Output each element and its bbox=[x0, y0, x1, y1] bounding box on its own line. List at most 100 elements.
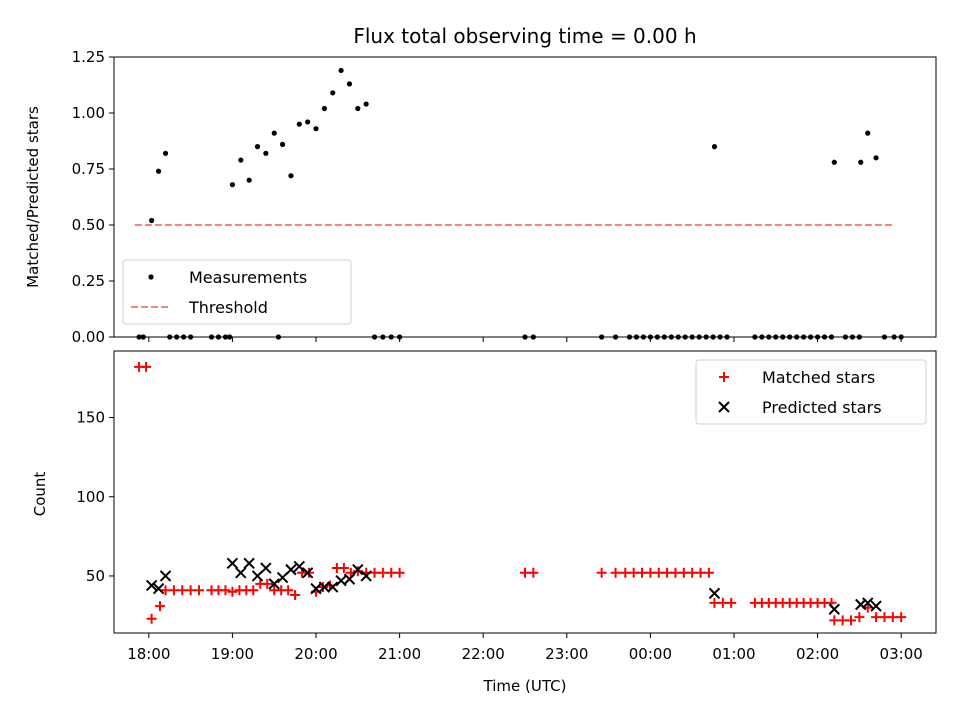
matched-star-point bbox=[248, 585, 259, 596]
matched-star-point bbox=[283, 585, 294, 596]
bottom-plot-frame bbox=[113, 350, 937, 634]
chart-title: Flux total observing time = 0.00 h bbox=[353, 24, 696, 48]
measurement-point bbox=[321, 105, 327, 112]
matched-star-point bbox=[146, 613, 157, 624]
predicted-star-point bbox=[268, 578, 280, 590]
top-plot-frame bbox=[113, 56, 937, 338]
legend-label: Predicted stars bbox=[762, 398, 882, 417]
measurement-point bbox=[238, 157, 244, 163]
top-legend: Measurements Threshold bbox=[122, 259, 352, 325]
matched-star-point bbox=[154, 601, 165, 612]
measurement-point bbox=[305, 119, 311, 125]
legend-label: Measurements bbox=[189, 268, 307, 287]
x-tick-label: 21:00 bbox=[378, 645, 421, 663]
measurement-point bbox=[363, 101, 369, 107]
x-tick-label: 03:00 bbox=[880, 645, 923, 663]
predicted-star-point bbox=[327, 581, 339, 593]
matched-star-point bbox=[193, 585, 204, 596]
measurement-point bbox=[229, 182, 236, 188]
predicted-star-point bbox=[159, 570, 172, 582]
measurement-point bbox=[355, 105, 361, 112]
matched-star-point bbox=[177, 585, 188, 596]
matched-star-point bbox=[394, 567, 405, 578]
predicted-star-point bbox=[293, 560, 306, 573]
predicted-star-point bbox=[343, 573, 356, 585]
matched-star-point bbox=[717, 597, 728, 608]
matched-star-point bbox=[628, 567, 639, 578]
measurement-point bbox=[254, 144, 261, 150]
matched-star-point bbox=[610, 567, 621, 578]
matched-star-point bbox=[386, 567, 397, 578]
matched-star-point bbox=[854, 612, 865, 623]
predicted-star-point bbox=[301, 567, 314, 579]
matched-star-point bbox=[709, 597, 720, 608]
measurement-point bbox=[279, 141, 286, 147]
predicted-star-point bbox=[285, 563, 297, 576]
matched-star-point bbox=[262, 578, 273, 589]
x-tick-label: 18:00 bbox=[127, 645, 170, 663]
matched-star-point bbox=[703, 567, 714, 578]
matched-star-point bbox=[168, 585, 179, 596]
matched-star-point bbox=[678, 567, 689, 578]
matched-star-point bbox=[369, 567, 380, 578]
matched-star-point bbox=[871, 612, 882, 623]
legend-label: Matched stars bbox=[762, 368, 875, 387]
measurement-point bbox=[346, 81, 353, 87]
predicted-star-point bbox=[152, 582, 165, 595]
x-tick-label: 01:00 bbox=[712, 645, 755, 663]
predicted-star-point bbox=[360, 570, 372, 582]
measurement-point bbox=[296, 121, 302, 127]
matched-star-point bbox=[829, 615, 840, 626]
matched-star-point bbox=[596, 567, 607, 578]
measurement-point bbox=[263, 150, 269, 156]
predicted-star-point bbox=[352, 563, 364, 576]
matched-star-point bbox=[695, 567, 706, 578]
matched-star-point bbox=[645, 567, 656, 578]
matched-star-point bbox=[528, 567, 539, 578]
matched-star-point bbox=[227, 586, 238, 597]
predicted-star-point bbox=[145, 579, 158, 592]
matched-star-point bbox=[662, 567, 673, 578]
measurement-point bbox=[271, 130, 277, 136]
predicted-star-point bbox=[260, 562, 272, 574]
matched-star-point bbox=[141, 361, 152, 372]
bottom-y-axis-label: Count bbox=[31, 472, 49, 517]
top-y-tick-label: 1.25 bbox=[72, 48, 105, 66]
legend-label: Threshold bbox=[188, 298, 268, 317]
x-axis-label: Time (UTC) bbox=[483, 677, 567, 695]
matched-star-point bbox=[670, 567, 681, 578]
bottom-legend: Matched stars Predicted stars bbox=[695, 359, 927, 425]
bottom-y-tick-label: 100 bbox=[76, 488, 105, 506]
predicted-star-point bbox=[708, 587, 721, 600]
matched-star-point bbox=[653, 567, 664, 578]
matched-star-point bbox=[620, 567, 631, 578]
matched-star-point bbox=[185, 585, 196, 596]
matched-star-point bbox=[290, 589, 301, 600]
matched-star-point bbox=[377, 567, 388, 578]
bottom-panel: 18:00 19:00 20:00 21:00 22:00 23:00 00:00 01:00… bbox=[76, 350, 937, 663]
predicted-star-point bbox=[235, 567, 247, 579]
measurement-point bbox=[711, 144, 718, 150]
measurement-point bbox=[865, 130, 871, 136]
x-tick-label: 23:00 bbox=[545, 645, 588, 663]
x-tick-label: 22:00 bbox=[462, 645, 505, 663]
measurement-point bbox=[148, 274, 154, 280]
measurement-point bbox=[338, 67, 344, 74]
bottom-y-tick-label: 50 bbox=[86, 567, 105, 585]
x-tick-label: 00:00 bbox=[629, 645, 672, 663]
measurement-point bbox=[873, 155, 879, 161]
matched-star-point bbox=[220, 585, 231, 596]
top-panel: 0.00 0.25 0.50 0.75 1.00 1.25 Measurements Thre… bbox=[72, 48, 937, 346]
top-y-tick-label: 0.25 bbox=[72, 272, 105, 290]
legend-box bbox=[122, 259, 352, 325]
predicted-star-point bbox=[318, 581, 331, 593]
matched-star-point bbox=[896, 612, 907, 623]
measurement-point bbox=[831, 159, 837, 165]
measurement-point bbox=[162, 150, 169, 156]
matched-star-point bbox=[160, 585, 171, 596]
matched-star-point bbox=[887, 612, 898, 623]
measurement-point bbox=[155, 168, 162, 174]
predicted-star-point bbox=[718, 401, 730, 413]
measurement-point bbox=[246, 177, 252, 183]
